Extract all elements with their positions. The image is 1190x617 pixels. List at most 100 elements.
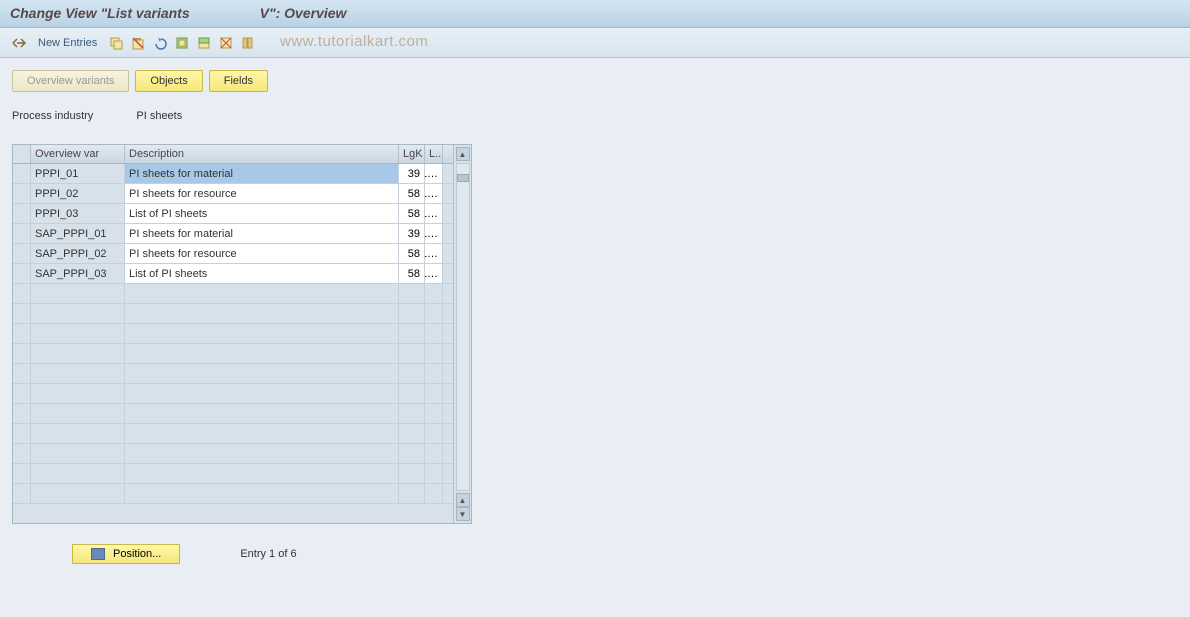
tab-fields[interactable]: Fields	[209, 70, 268, 92]
table-row[interactable]	[13, 404, 453, 424]
table-row[interactable]: SAP_PPPI_01PI sheets for material391…	[13, 224, 453, 244]
cell-l[interactable]	[425, 344, 443, 363]
cell-overview-var[interactable]	[31, 324, 125, 343]
cell-l[interactable]: 1…	[425, 184, 443, 203]
table-row[interactable]	[13, 424, 453, 444]
scroll-down-icon[interactable]: ▼	[456, 507, 470, 521]
cell-overview-var[interactable]	[31, 404, 125, 423]
toggle-icon[interactable]	[10, 34, 28, 52]
col-description[interactable]: Description	[125, 145, 399, 163]
cell-overview-var[interactable]: PPPI_01	[31, 164, 125, 183]
table-row[interactable]	[13, 284, 453, 304]
cell-description[interactable]	[125, 484, 399, 503]
cell-overview-var[interactable]	[31, 384, 125, 403]
row-selector[interactable]	[13, 184, 31, 203]
row-selector[interactable]	[13, 364, 31, 383]
tab-overview-variants[interactable]: Overview variants	[12, 70, 129, 92]
table-row[interactable]	[13, 384, 453, 404]
cell-lgk[interactable]: 39	[399, 224, 425, 243]
cell-description[interactable]	[125, 304, 399, 323]
row-selector[interactable]	[13, 264, 31, 283]
table-row[interactable]	[13, 304, 453, 324]
row-selector[interactable]	[13, 164, 31, 183]
cell-l[interactable]: 1…	[425, 164, 443, 183]
cell-lgk[interactable]	[399, 464, 425, 483]
cell-overview-var[interactable]	[31, 464, 125, 483]
cell-lgk[interactable]	[399, 384, 425, 403]
col-l[interactable]: L..	[425, 145, 443, 163]
table-row[interactable]: PPPI_01PI sheets for material391…	[13, 164, 453, 184]
col-lgk[interactable]: LgK	[399, 145, 425, 163]
cell-description[interactable]	[125, 384, 399, 403]
cell-description[interactable]	[125, 444, 399, 463]
cell-l[interactable]: 1…	[425, 224, 443, 243]
row-selector[interactable]	[13, 244, 31, 263]
table-row[interactable]: PPPI_03List of PI sheets581…	[13, 204, 453, 224]
undo-icon[interactable]	[151, 34, 169, 52]
cell-overview-var[interactable]: SAP_PPPI_02	[31, 244, 125, 263]
cell-overview-var[interactable]: SAP_PPPI_01	[31, 224, 125, 243]
cell-l[interactable]: 1…	[425, 204, 443, 223]
cell-lgk[interactable]: 58	[399, 244, 425, 263]
cell-overview-var[interactable]	[31, 284, 125, 303]
cell-description[interactable]: List of PI sheets	[125, 264, 399, 283]
cell-overview-var[interactable]: SAP_PPPI_03	[31, 264, 125, 283]
cell-overview-var[interactable]	[31, 364, 125, 383]
column-config-icon[interactable]	[239, 34, 257, 52]
cell-overview-var[interactable]	[31, 424, 125, 443]
cell-lgk[interactable]: 58	[399, 204, 425, 223]
cell-lgk[interactable]	[399, 304, 425, 323]
cell-l[interactable]	[425, 324, 443, 343]
col-overview-var[interactable]: Overview var	[31, 145, 125, 163]
scroll-thumb[interactable]	[457, 174, 469, 182]
cell-description[interactable]	[125, 424, 399, 443]
cell-description[interactable]	[125, 404, 399, 423]
cell-description[interactable]	[125, 284, 399, 303]
table-row[interactable]	[13, 464, 453, 484]
cell-lgk[interactable]	[399, 364, 425, 383]
cell-lgk[interactable]	[399, 424, 425, 443]
cell-l[interactable]	[425, 384, 443, 403]
cell-description[interactable]: PI sheets for material	[125, 164, 399, 183]
row-selector[interactable]	[13, 324, 31, 343]
table-row[interactable]	[13, 444, 453, 464]
table-row[interactable]	[13, 484, 453, 504]
copy-icon[interactable]	[107, 34, 125, 52]
cell-lgk[interactable]	[399, 344, 425, 363]
cell-overview-var[interactable]	[31, 304, 125, 323]
cell-l[interactable]	[425, 404, 443, 423]
delete-icon[interactable]	[129, 34, 147, 52]
table-row[interactable]	[13, 324, 453, 344]
cell-description[interactable]: List of PI sheets	[125, 204, 399, 223]
row-selector[interactable]	[13, 424, 31, 443]
cell-lgk[interactable]	[399, 284, 425, 303]
cell-lgk[interactable]: 39	[399, 164, 425, 183]
cell-overview-var[interactable]	[31, 444, 125, 463]
col-selector[interactable]	[13, 145, 31, 163]
cell-l[interactable]: 1…	[425, 264, 443, 283]
table-row[interactable]	[13, 344, 453, 364]
scroll-up-icon[interactable]: ▲	[456, 147, 470, 161]
cell-overview-var[interactable]: PPPI_03	[31, 204, 125, 223]
row-selector[interactable]	[13, 224, 31, 243]
cell-l[interactable]	[425, 304, 443, 323]
cell-l[interactable]: 1…	[425, 244, 443, 263]
row-selector[interactable]	[13, 344, 31, 363]
row-selector[interactable]	[13, 284, 31, 303]
cell-description[interactable]	[125, 324, 399, 343]
table-row[interactable]: PPPI_02PI sheets for resource581…	[13, 184, 453, 204]
cell-lgk[interactable]: 58	[399, 184, 425, 203]
row-selector[interactable]	[13, 204, 31, 223]
row-selector[interactable]	[13, 304, 31, 323]
cell-lgk[interactable]: 58	[399, 264, 425, 283]
cell-description[interactable]: PI sheets for material	[125, 224, 399, 243]
cell-overview-var[interactable]: PPPI_02	[31, 184, 125, 203]
scroll-track[interactable]	[456, 163, 470, 491]
deselect-all-icon[interactable]	[217, 34, 235, 52]
cell-lgk[interactable]	[399, 324, 425, 343]
table-row[interactable]: SAP_PPPI_02PI sheets for resource581…	[13, 244, 453, 264]
cell-lgk[interactable]	[399, 444, 425, 463]
row-selector[interactable]	[13, 444, 31, 463]
select-block-icon[interactable]	[195, 34, 213, 52]
cell-description[interactable]: PI sheets for resource	[125, 184, 399, 203]
